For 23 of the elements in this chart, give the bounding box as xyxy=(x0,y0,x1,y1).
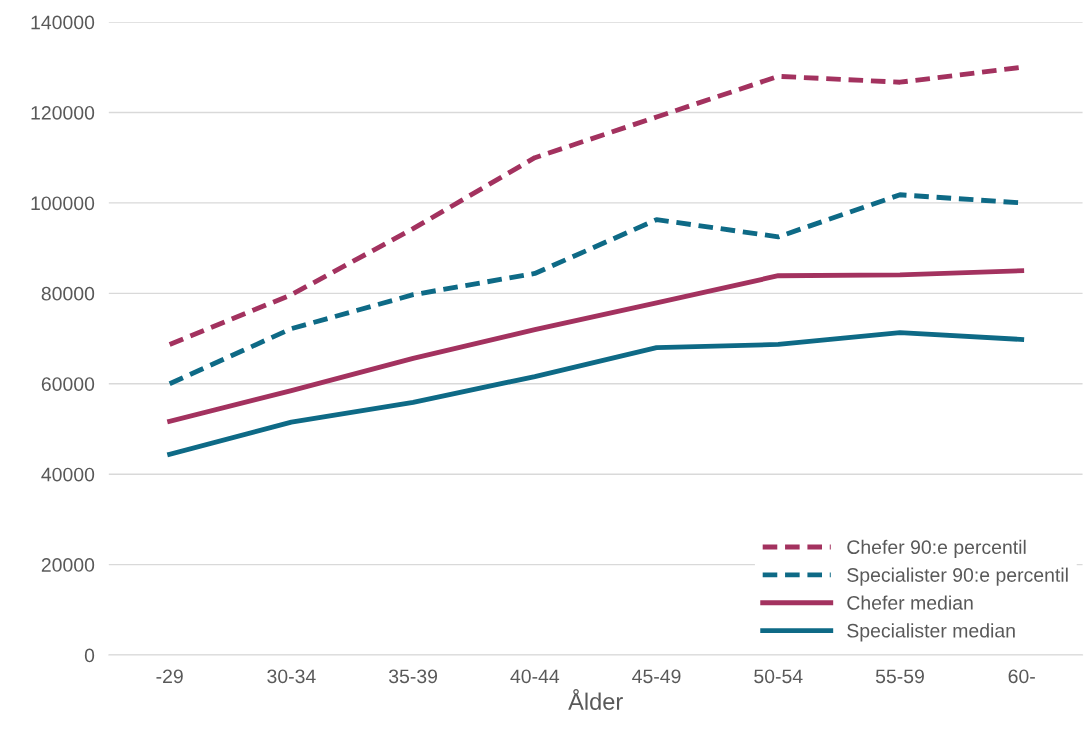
legend-label: Chefer median xyxy=(847,595,973,610)
y-tick-label: 40000 xyxy=(41,467,95,482)
x-tick-label: 45-49 xyxy=(632,669,681,684)
line-series xyxy=(167,268,1025,424)
y-tick-label: 20000 xyxy=(41,558,95,572)
line-series xyxy=(167,330,1025,457)
y-tick-label: 80000 xyxy=(41,286,95,301)
y-tick-label: 120000 xyxy=(31,105,95,120)
x-tick-label: 40-44 xyxy=(510,669,560,684)
y-tick-label: 100000 xyxy=(31,196,95,211)
x-tick-label: -29 xyxy=(156,669,183,684)
y-tick-label: 140000 xyxy=(31,15,95,30)
legend-label: Chefer 90:e percentil xyxy=(847,539,1026,558)
y-tick-label: 60000 xyxy=(41,377,95,392)
legend-label: Specialister median xyxy=(847,623,1015,642)
x-axis-title: Ålder xyxy=(568,689,623,710)
x-tick-label: 50-54 xyxy=(754,669,803,684)
x-tick-label: 30-34 xyxy=(267,669,316,684)
y-tick-label: 0 xyxy=(84,648,95,663)
x-tick-label: 35-39 xyxy=(388,669,438,684)
x-tick-label: 55-59 xyxy=(875,669,924,684)
legend-label: Specialister 90:e percentil xyxy=(847,567,1068,586)
x-tick-label: 60- xyxy=(1008,669,1035,684)
